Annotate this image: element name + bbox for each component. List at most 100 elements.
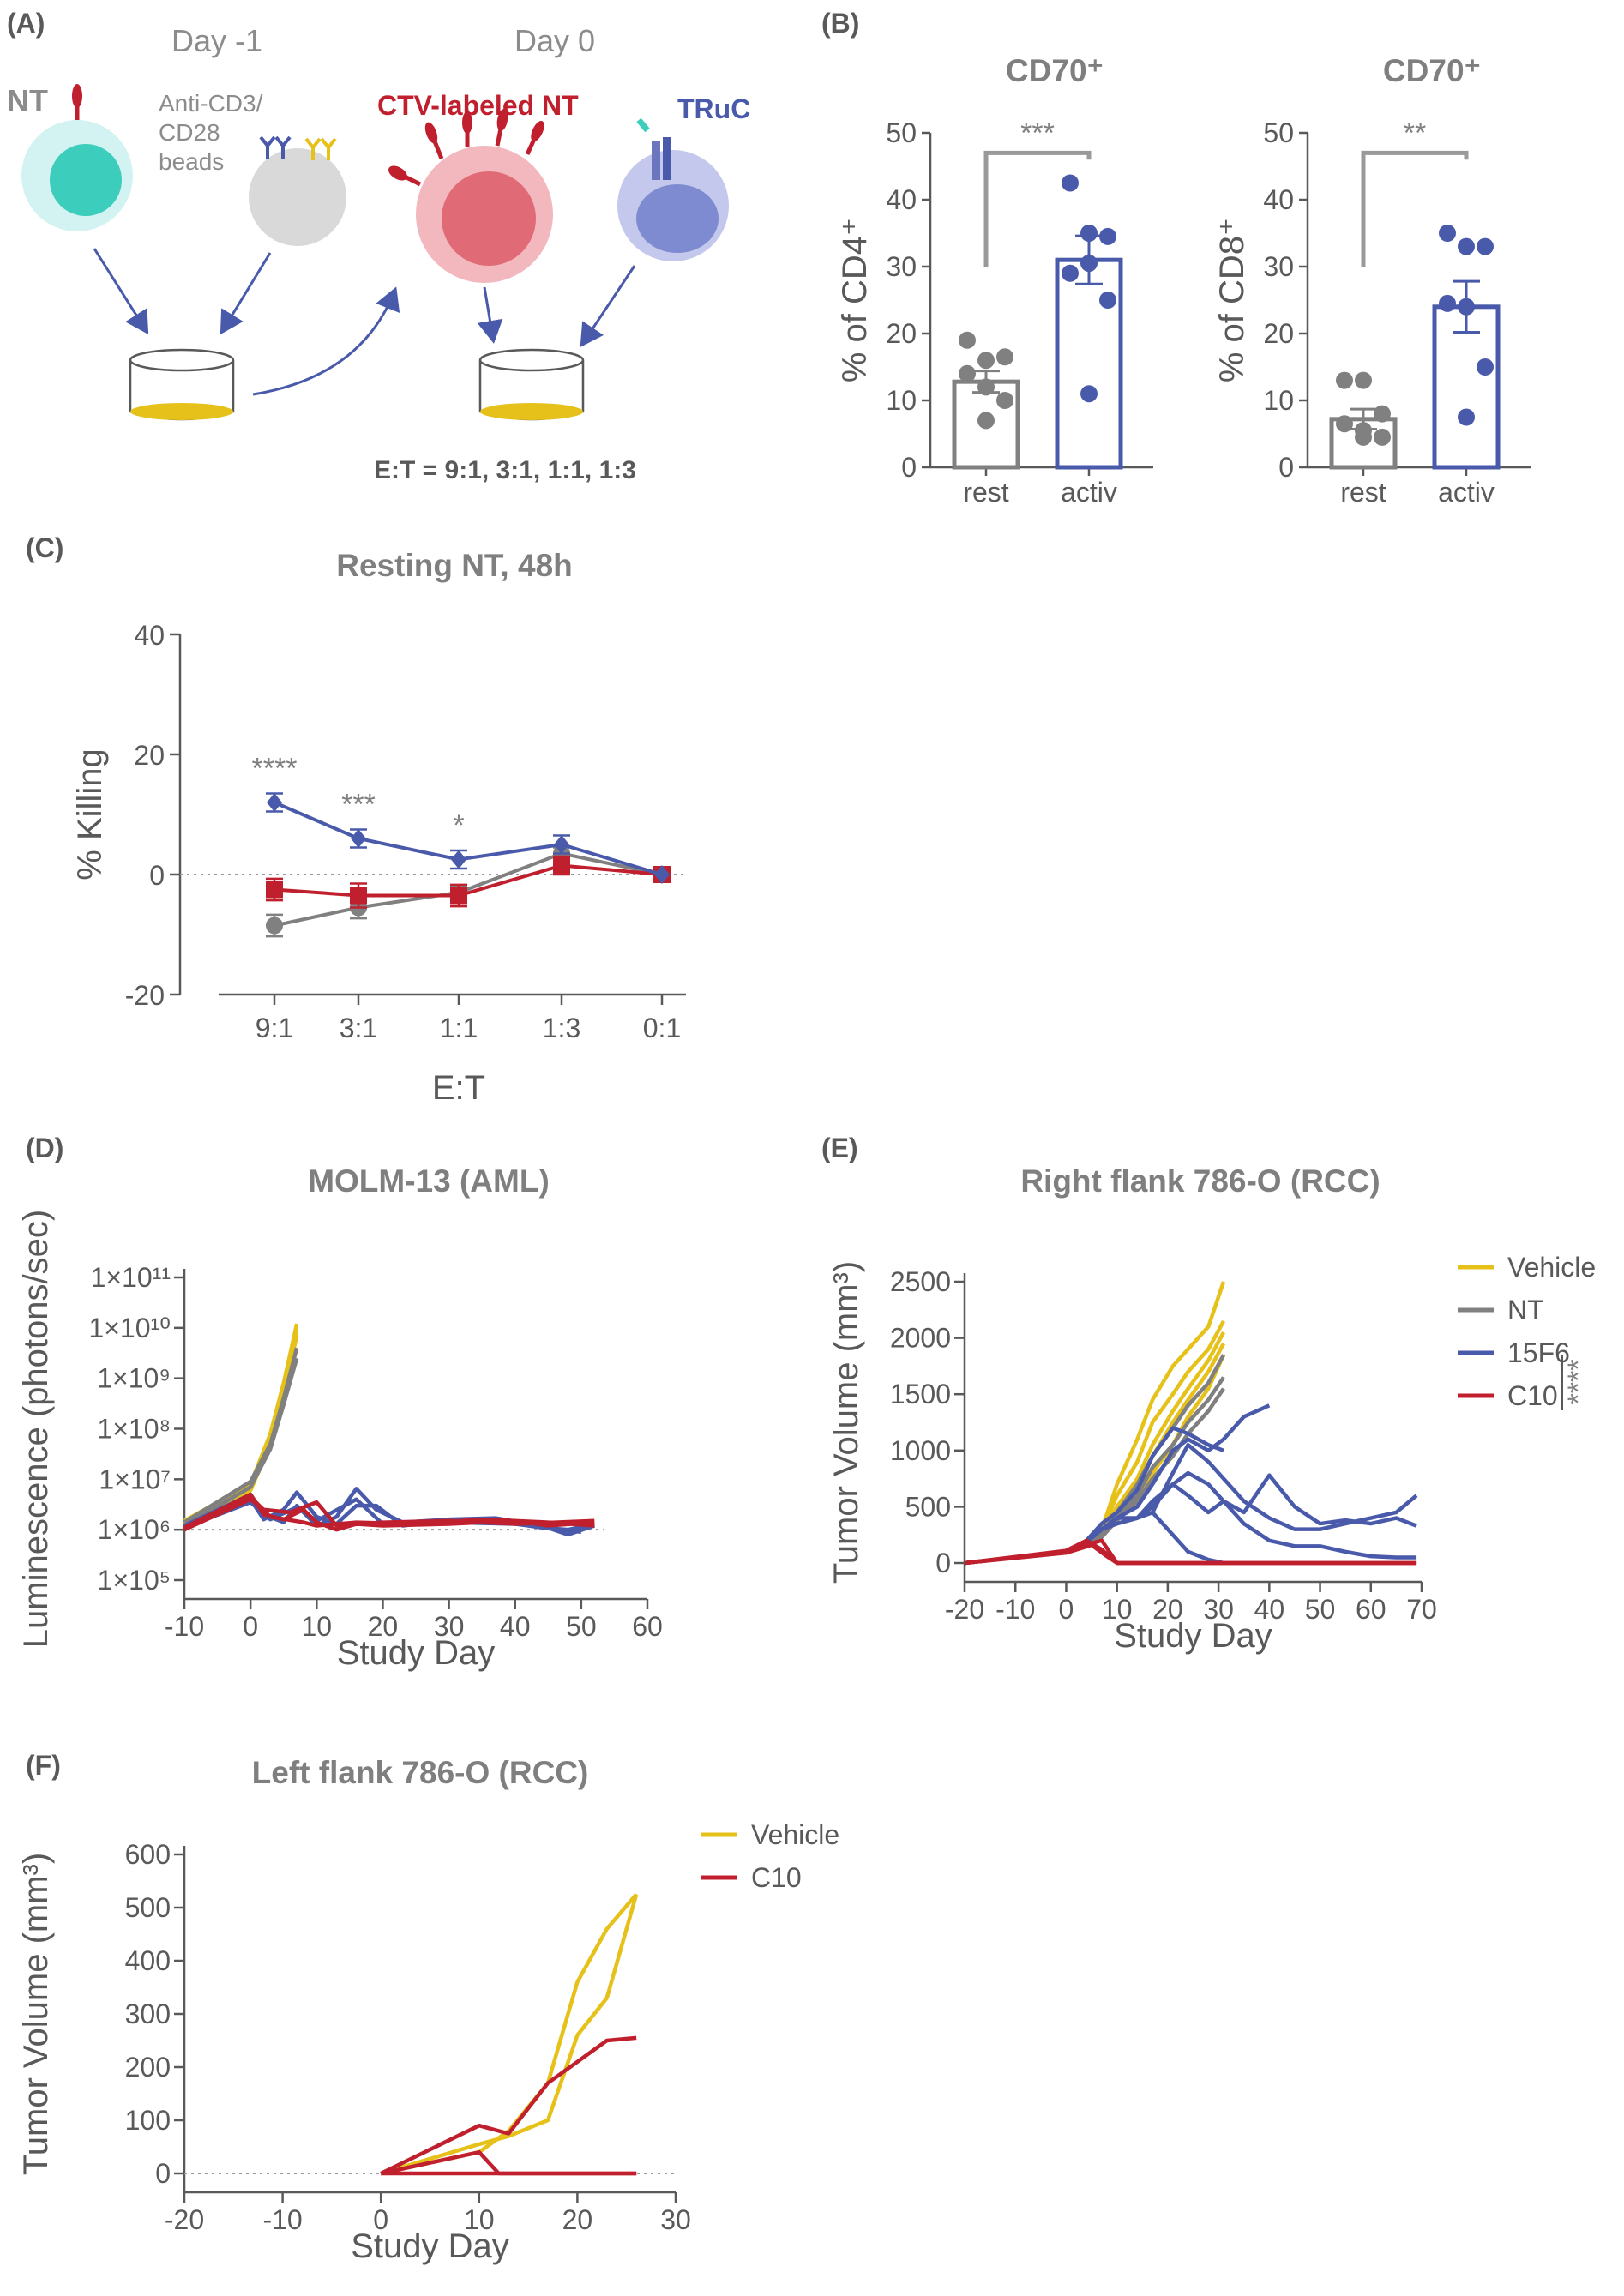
x-tick-label: 50	[566, 1611, 597, 1642]
x-tick-label: -10	[262, 2204, 302, 2235]
x-tick-label: 9:1	[256, 1013, 293, 1043]
panel-d-letter: (D)	[26, 1133, 63, 1163]
data-point	[959, 364, 976, 382]
y-tick-label: 200	[125, 2052, 171, 2083]
x-tick-label: 30	[660, 2204, 691, 2235]
series-line-15F6	[964, 1510, 1224, 1566]
y-tick-label: -20	[125, 980, 165, 1011]
panel-d: (D) MOLM-13 (AML) Luminescence (photons/s…	[17, 1133, 663, 1672]
y-tick-label: 600	[125, 1839, 171, 1870]
chart-title: Left flank 786-O (RCC)	[252, 1755, 589, 1790]
y-tick-label: 1×10¹¹	[91, 1262, 171, 1293]
series-line-Vehicle	[380, 1893, 639, 2176]
x-tick-label: 1:3	[543, 1013, 580, 1043]
nt-label: NT	[7, 83, 48, 118]
y-axis-label: % Killing	[71, 748, 109, 880]
y-tick-label: 10	[1263, 385, 1294, 416]
nt-cell-icon	[21, 84, 133, 231]
chart-title: Resting NT, 48h	[336, 548, 573, 583]
panel-c-chart: Resting NT, 48h % Killing E:T -20 0 20 40 9:1 3:…	[71, 548, 686, 1107]
beads-label-line1: Anti-CD3/	[159, 90, 263, 117]
significance-label: *	[453, 809, 464, 842]
chart-title: CD70⁺	[1006, 53, 1104, 88]
series-line-15F6	[964, 1470, 1417, 1566]
y-tick-label: 300	[125, 1998, 171, 2029]
data-point	[1439, 225, 1456, 242]
data-point	[1374, 428, 1391, 446]
x-tick-label: 60	[1356, 1594, 1386, 1625]
data-point	[977, 412, 995, 430]
x-tick-label: rest	[963, 477, 1008, 508]
data-point	[451, 850, 466, 869]
x-tick-label: 20	[1152, 1594, 1183, 1625]
x-tick-label: rest	[1340, 477, 1386, 508]
day-0-label: Day 0	[514, 23, 595, 58]
culture-dish-icon	[129, 348, 585, 421]
data-point	[1355, 428, 1372, 446]
x-axis-label: Study Day	[337, 1634, 496, 1672]
y-axis-label: Tumor Volume (mm³)	[17, 1853, 55, 2175]
x-tick-label: 10	[301, 1611, 332, 1642]
legend-label: Vehicle	[1507, 1252, 1596, 1283]
y-tick-label: 0	[1278, 452, 1294, 483]
series-line-15F6	[964, 1473, 1417, 1566]
data-point	[1099, 227, 1116, 245]
beads-label-line2: CD28	[159, 119, 220, 146]
data-point	[1439, 294, 1456, 312]
panel-b-chart-cd4: CD70⁺ % of CD4⁺ 0 10 20 30 40 50 rest activ ***	[836, 53, 1153, 508]
x-tick-label: activ	[1438, 477, 1495, 508]
x-tick-label: 0	[373, 2204, 388, 2235]
y-tick-label: 30	[1263, 251, 1294, 282]
y-tick-label: 40	[886, 184, 917, 215]
legend-label: NT	[1507, 1295, 1544, 1325]
x-tick-label: -10	[995, 1594, 1035, 1625]
x-tick-label: 10	[464, 2204, 495, 2235]
y-tick-label: 2500	[890, 1266, 951, 1297]
truc-cell-icon	[617, 117, 729, 261]
x-tick-label: 70	[1406, 1594, 1437, 1625]
data-point	[1458, 408, 1475, 426]
panel-b-chart-cd8: CD70⁺ % of CD8⁺ 0 10 20 30 40 50 rest activ **	[1213, 53, 1531, 508]
y-tick-label: 0	[901, 452, 917, 483]
y-tick-label: 30	[886, 251, 917, 282]
x-tick-label: 20	[562, 2204, 593, 2235]
panel-c: (C) Resting NT, 48h % Killing E:T -20 0 20 40 9…	[26, 532, 686, 1107]
ctv-label: CTV-labeled NT	[377, 90, 579, 121]
x-tick-label: -20	[165, 2204, 204, 2235]
data-point	[977, 352, 995, 370]
panel-a-letter: (A)	[7, 8, 45, 39]
x-tick-label: 0	[1059, 1594, 1074, 1625]
data-point	[267, 793, 282, 812]
x-tick-label: -10	[165, 1611, 204, 1642]
y-tick-label: 50	[886, 117, 917, 148]
significance-label: ****	[252, 753, 298, 785]
y-tick-label: 2000	[890, 1323, 951, 1354]
x-tick-label: 3:1	[340, 1013, 377, 1043]
y-tick-label: 50	[1263, 117, 1294, 148]
data-point	[350, 887, 367, 905]
chart-title: CD70⁺	[1383, 53, 1481, 88]
chart-title: MOLM-13 (AML)	[308, 1163, 550, 1199]
legend-label: C10	[1507, 1380, 1558, 1411]
data-point	[996, 348, 1013, 366]
et-ratio-label: E:T = 9:1, 3:1, 1:1, 1:3	[374, 456, 636, 484]
x-tick-label: 40	[500, 1611, 531, 1642]
x-tick-label: activ	[1061, 477, 1117, 508]
significance-bracket	[983, 150, 1092, 267]
data-point	[1080, 255, 1098, 273]
panel-e-letter: (E)	[821, 1133, 858, 1163]
y-axis-label: % of CD8⁺	[1213, 218, 1251, 382]
y-axis-label: % of CD4⁺	[836, 218, 874, 382]
x-axis-label: E:T	[432, 1069, 485, 1107]
significance-bracket	[1361, 150, 1469, 267]
data-point	[1099, 292, 1116, 309]
data-point	[266, 917, 283, 935]
x-tick-label: 30	[1203, 1594, 1234, 1625]
data-point	[1458, 237, 1475, 255]
x-axis-label: Study Day	[1114, 1617, 1272, 1655]
bar	[1055, 257, 1123, 470]
y-tick-label: 1×10¹⁰	[88, 1313, 171, 1343]
x-tick-label: 50	[1305, 1594, 1336, 1625]
y-tick-label: 0	[149, 860, 165, 891]
y-axis-label: Tumor Volume (mm³)	[827, 1261, 865, 1584]
